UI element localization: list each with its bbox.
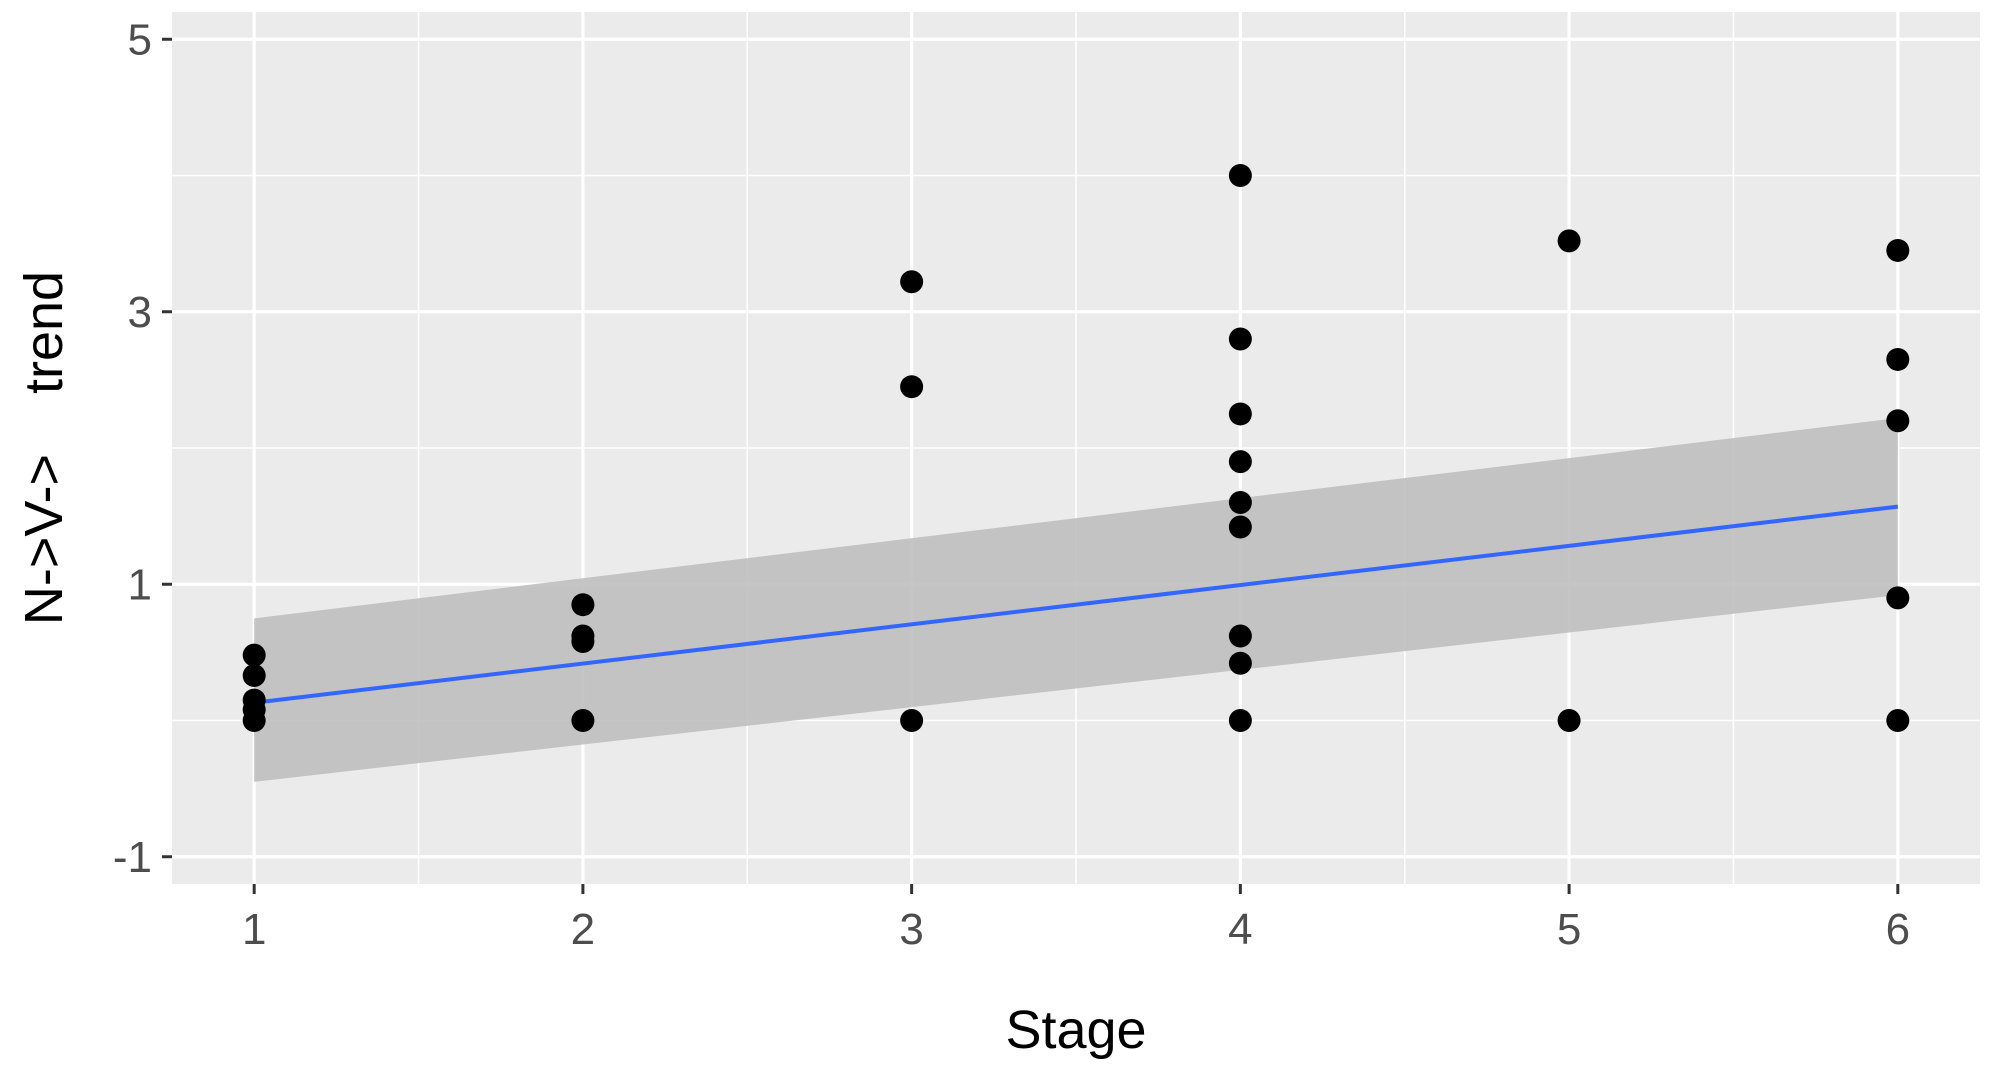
- data-point: [1886, 409, 1910, 433]
- data-point: [1557, 709, 1581, 732]
- fit-line-layer: [253, 504, 1899, 705]
- x-axis-title: Stage: [1005, 1000, 1146, 1060]
- y-tick-label: 1: [128, 560, 152, 609]
- data-point: [571, 709, 595, 732]
- y-axis-title: N->V-> trend: [14, 271, 74, 625]
- data-point: [1228, 450, 1252, 474]
- x-tick-label: 5: [1557, 905, 1581, 954]
- data-point: [1886, 586, 1910, 610]
- data-point: [571, 593, 595, 617]
- data-point: [242, 664, 266, 688]
- x-tick-label: 2: [571, 905, 595, 954]
- data-point: [571, 629, 595, 653]
- x-tick-label: 6: [1886, 905, 1910, 954]
- data-point: [1886, 709, 1910, 732]
- x-axis-ticks: 1 2 3 4 5 6: [242, 884, 1910, 954]
- data-point: [1228, 709, 1252, 732]
- fit-line: [253, 504, 1899, 705]
- data-point: [1228, 164, 1252, 187]
- x-tick-label: 1: [242, 905, 266, 954]
- data-point: [1886, 238, 1910, 262]
- data-point: [242, 643, 266, 667]
- data-point: [1886, 347, 1910, 371]
- y-tick-label: 3: [128, 288, 152, 337]
- y-tick-label: 5: [128, 15, 152, 64]
- data-point: [1557, 229, 1581, 253]
- y-tick-label: -1: [113, 833, 152, 882]
- confidence-band: [254, 418, 1898, 782]
- data-point: [1228, 327, 1252, 351]
- x-tick-label: 3: [899, 905, 923, 954]
- data-points: [242, 164, 1910, 732]
- data-point: [1228, 515, 1252, 539]
- data-point: [242, 709, 266, 732]
- data-point: [1228, 402, 1252, 426]
- confidence-band-layer: [254, 418, 1898, 782]
- data-point: [1228, 491, 1252, 514]
- data-point: [900, 270, 924, 294]
- data-point: [900, 375, 924, 399]
- data-point: [1228, 624, 1252, 648]
- y-axis-ticks: -1 1 3 5: [113, 15, 172, 882]
- data-point: [900, 709, 924, 732]
- data-point: [1228, 651, 1252, 675]
- x-tick-label: 4: [1228, 905, 1252, 954]
